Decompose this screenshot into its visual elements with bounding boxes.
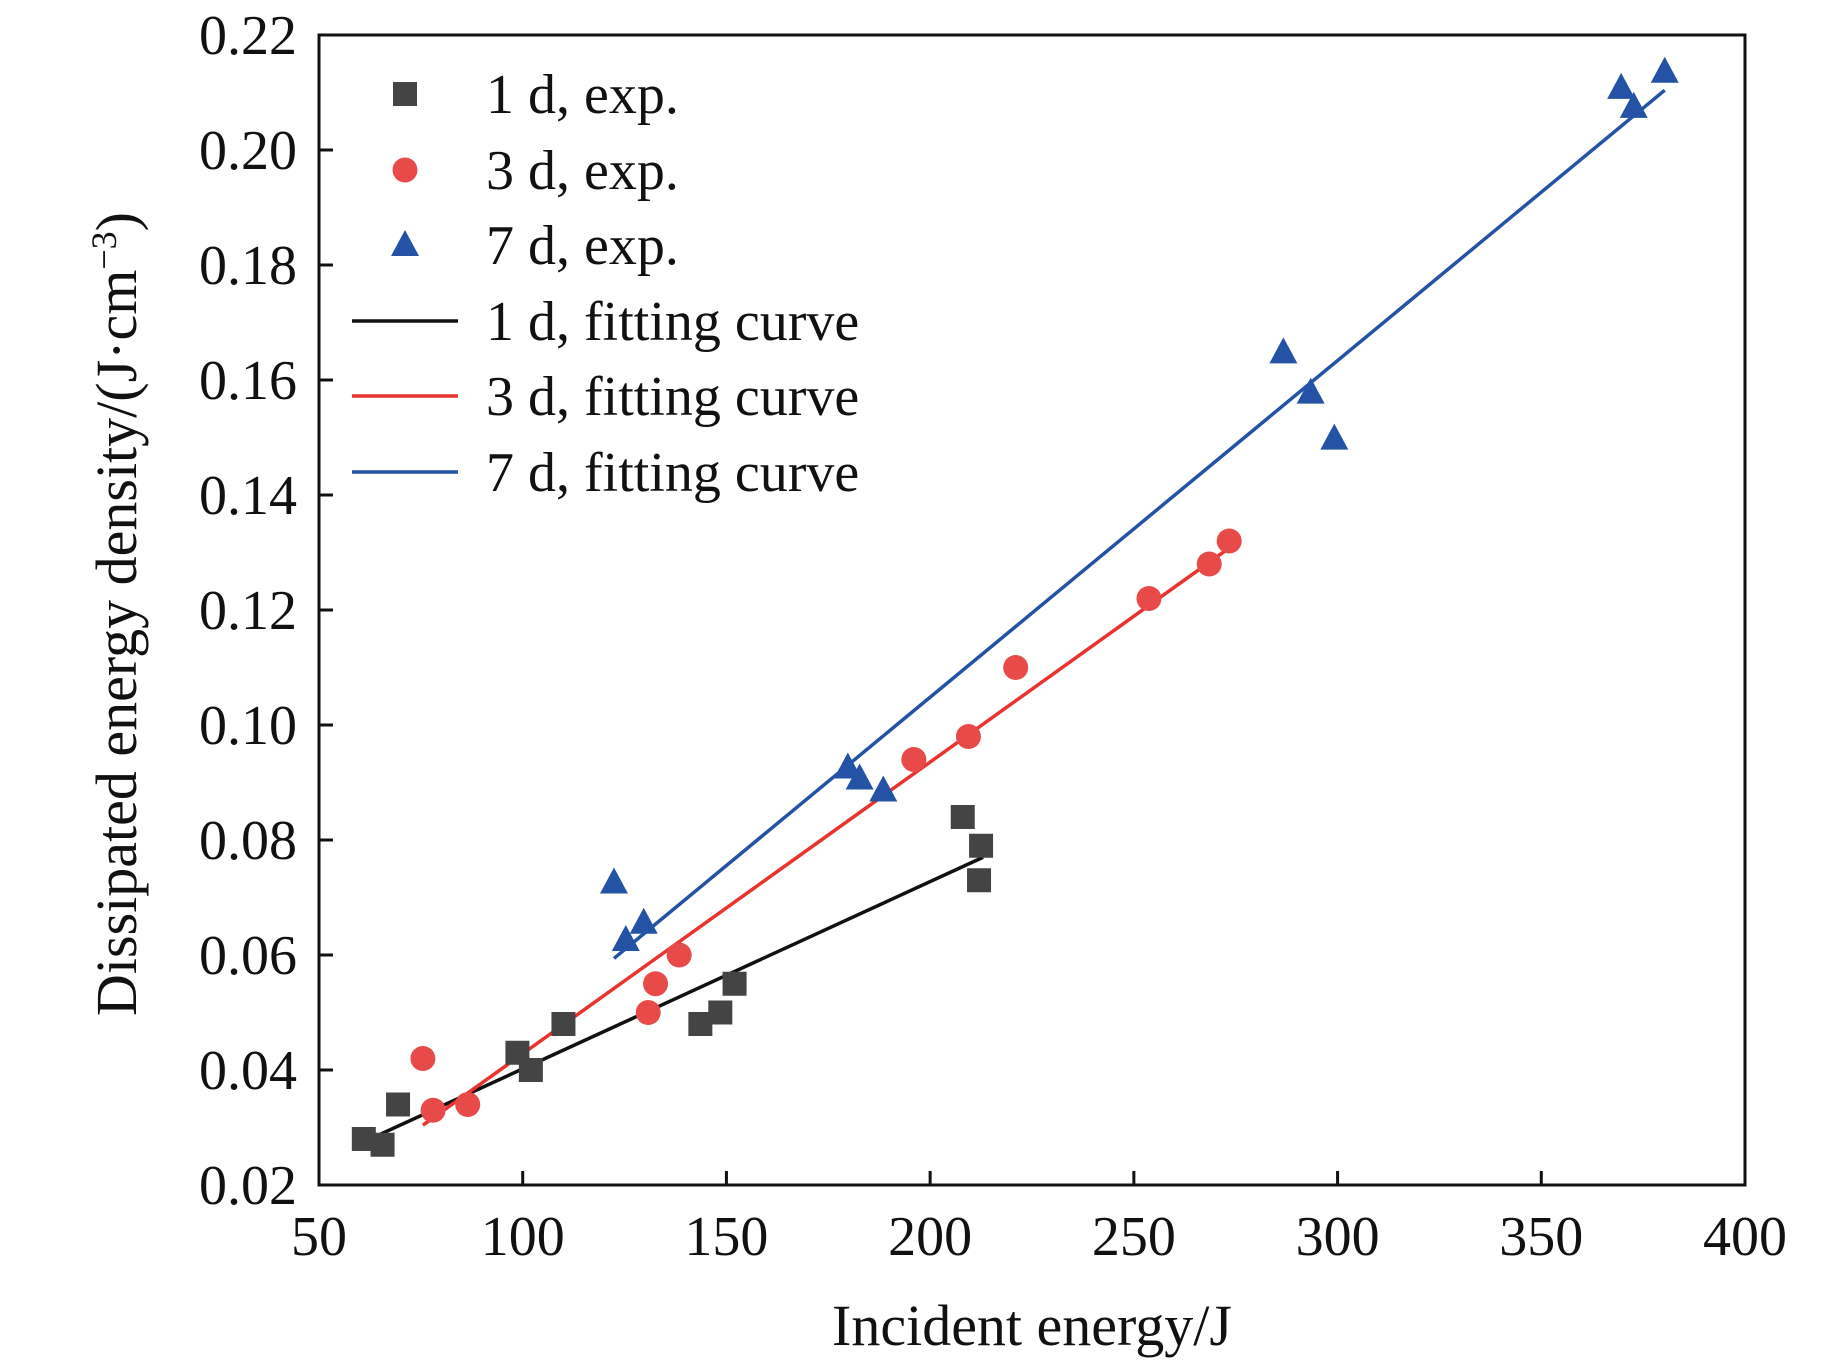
x-tick-label: 150	[684, 1206, 768, 1268]
data-point-circle	[901, 747, 927, 772]
data-point-circle	[420, 1097, 446, 1123]
x-tick-label: 50	[291, 1206, 347, 1268]
legend-label: 1 d, fitting curve	[486, 291, 859, 353]
y-tick-label: 0.06	[199, 925, 297, 987]
x-tick-label: 250	[1092, 1206, 1176, 1268]
data-point-triangle	[1607, 72, 1636, 99]
data-point-triangle	[1320, 423, 1349, 450]
data-point-triangle	[1619, 91, 1648, 118]
data-point-circle	[955, 724, 981, 749]
data-point-square	[967, 868, 992, 893]
legend-label: 1 d, exp.	[486, 64, 679, 126]
x-tick-label: 350	[1499, 1206, 1583, 1268]
y-tick-label: 0.22	[199, 5, 297, 67]
legend-marker-circle	[392, 157, 418, 183]
chart-marks	[351, 56, 1679, 1157]
x-tick-label: 400	[1703, 1206, 1787, 1268]
data-point-circle	[1216, 528, 1242, 554]
data-point-circle	[643, 971, 669, 997]
y-tick-label: 0.14	[199, 465, 297, 527]
fit-line-7d	[612, 88, 1666, 960]
data-point-triangle	[833, 752, 862, 779]
y-tick-label: 0.10	[199, 695, 297, 757]
data-point-square	[708, 1000, 733, 1025]
plot-frame	[317, 33, 1747, 1187]
data-point-triangle	[599, 867, 628, 894]
data-point-triangle	[1296, 377, 1325, 404]
y-tick-label: 0.18	[199, 235, 297, 297]
data-point-circle	[410, 1046, 436, 1071]
data-point-triangle	[611, 925, 640, 952]
legend-label: 7 d, exp.	[486, 215, 679, 277]
legend: 1 d, exp. 3 d, exp. 7 d, exp. 1 d, fitting …	[352, 64, 859, 504]
data-point-square	[950, 805, 975, 829]
data-point-square	[969, 833, 994, 858]
y-tick-label: 0.12	[199, 580, 297, 642]
x-tick-label: 200	[888, 1206, 972, 1268]
data-point-square	[518, 1058, 543, 1082]
data-point-circle	[1136, 586, 1162, 611]
x-tick-label: 100	[481, 1206, 565, 1268]
y-tick-label: 0.20	[199, 120, 297, 182]
y-axis-label: Dissipated energy density/(J·cm−3)	[84, 212, 149, 1016]
data-point-square	[386, 1092, 411, 1117]
x-axis-label: Incident energy/J	[832, 1293, 1232, 1358]
data-point-circle	[635, 1000, 661, 1025]
legend-marker-triangle	[391, 230, 419, 256]
legend-label: 7 d, fitting curve	[486, 442, 859, 504]
y-tick-label: 0.02	[199, 1155, 297, 1217]
y-tick-label: 0.04	[199, 1040, 297, 1102]
data-point-circle	[1003, 655, 1029, 680]
data-point-triangle	[629, 907, 658, 934]
x-tick-label: 300	[1296, 1206, 1380, 1268]
data-point-triangle	[1269, 337, 1298, 364]
y-tick-label: 0.08	[199, 810, 297, 872]
axis-ticks: 50 100 150 200 250 300 350 400 0.02 0.04 0.06 0.08 0…	[199, 5, 1787, 1268]
data-point-triangle	[869, 775, 898, 802]
legend-label: 3 d, exp.	[486, 140, 679, 202]
y-tick-label: 0.16	[199, 350, 297, 412]
legend-label: 3 d, fitting curve	[486, 366, 859, 428]
data-point-circle	[455, 1092, 481, 1117]
data-point-triangle	[845, 763, 874, 790]
legend-marker-square	[393, 82, 417, 106]
data-point-square	[722, 971, 747, 996]
data-point-circle	[666, 942, 692, 968]
fit-line-3d	[421, 541, 1237, 1127]
data-point-circle	[1196, 551, 1222, 577]
data-point-square	[370, 1132, 395, 1157]
data-point-square	[551, 1012, 576, 1036]
data-point-triangle	[1650, 56, 1679, 83]
